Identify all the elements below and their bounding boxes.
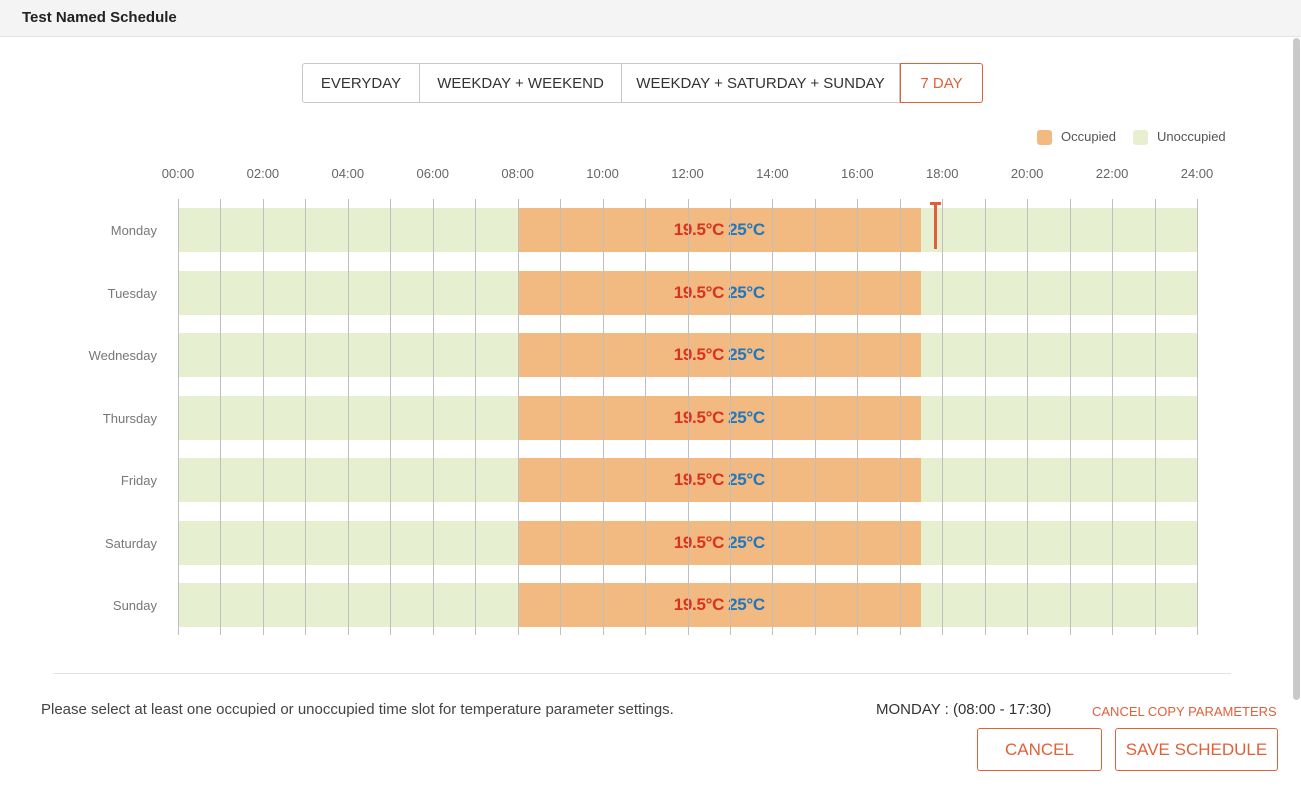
time-axis-label: 10:00 — [586, 166, 619, 181]
mode-weekday-saturday-sunday-button[interactable]: WEEKDAY + SATURDAY + SUNDAY — [622, 63, 900, 103]
time-axis-label: 20:00 — [1010, 166, 1044, 181]
current-time-marker-cap — [930, 202, 942, 205]
time-axis-label: 24:00 — [1180, 166, 1214, 181]
selected-slot-text: MONDAY : (08:00 - 17:30) — [876, 701, 1052, 718]
time-axis-label: 02:00 — [246, 166, 280, 181]
day-label-thursday: Thursday — [102, 410, 157, 426]
day-label-monday: Monday — [110, 223, 157, 238]
hour-gridline — [432, 199, 434, 635]
occupied-slot-thursday[interactable]: 19.5°C 25°C — [517, 395, 921, 440]
day-label-saturday: Saturday — [104, 535, 157, 551]
occupied-slot-friday[interactable]: 19.5°C 25°C — [517, 458, 921, 502]
hour-gridline — [1112, 199, 1114, 635]
save-schedule-button[interactable]: SAVE SCHEDULE — [1115, 728, 1278, 771]
hour-gridline — [475, 199, 477, 635]
hour-gridline — [1069, 199, 1071, 635]
footer-divider — [53, 673, 1231, 674]
hour-gridline — [984, 199, 986, 635]
hour-gridline — [390, 199, 392, 635]
heating-setpoint: 19.5°C — [673, 532, 725, 552]
heating-setpoint: 19.5°C — [673, 407, 725, 427]
hour-gridline — [517, 199, 519, 635]
mode-weekday-weekend-button[interactable]: WEEKDAY + WEEKEND — [420, 63, 622, 103]
hour-gridline — [857, 199, 859, 635]
time-axis-label: 06:00 — [416, 166, 450, 181]
legend-unoccupied-label: Unoccupied — [1157, 129, 1226, 144]
cooling-setpoint: 25°C — [728, 595, 765, 614]
time-axis-label: 12:00 — [671, 166, 704, 181]
instruction-text: Please select at least one occupied or u… — [41, 701, 674, 718]
hour-gridline — [645, 199, 647, 635]
hour-gridline — [602, 199, 604, 635]
day-label-sunday: Sunday — [112, 598, 157, 613]
hour-gridline — [729, 199, 731, 635]
hour-gridline — [178, 199, 179, 635]
cooling-setpoint: 25°C — [728, 407, 765, 427]
hour-gridline — [262, 199, 264, 635]
hour-gridline — [899, 199, 901, 635]
schedule-mode-selector: EVERYDAY WEEKDAY + WEEKEND WEEKDAY + SAT… — [302, 63, 983, 103]
hour-gridline — [1154, 199, 1156, 635]
heating-setpoint: 19.5°C — [673, 220, 725, 239]
legend-occupied-label: Occupied — [1061, 129, 1116, 144]
hour-gridline — [1197, 199, 1198, 635]
cancel-button[interactable]: CANCEL — [977, 728, 1102, 771]
hour-gridline — [347, 199, 349, 635]
time-axis-label: 22:00 — [1095, 166, 1129, 181]
day-label-friday: Friday — [120, 473, 157, 488]
time-axis-label: 16:00 — [841, 166, 874, 181]
day-label-tuesday: Tuesday — [107, 285, 157, 301]
window-title: Test Named Schedule — [22, 9, 177, 26]
hour-gridline — [814, 199, 816, 635]
occupied-slot-monday[interactable]: 19.5°C 25°C — [517, 208, 921, 252]
hour-gridline — [942, 199, 944, 635]
hour-gridline — [687, 199, 689, 635]
vertical-scrollbar[interactable] — [1293, 38, 1300, 700]
time-axis-label: 14:00 — [756, 166, 789, 181]
time-axis-label: 04:00 — [331, 166, 365, 181]
cooling-setpoint: 25°C — [728, 282, 765, 302]
hour-gridline — [560, 199, 562, 635]
time-axis-label: 08:00 — [501, 166, 534, 181]
time-axis-label: 00:00 — [161, 166, 195, 181]
occupied-slot-tuesday[interactable]: 19.5°C 25°C — [517, 270, 921, 315]
occupied-slot-sunday[interactable]: 19.5°C 25°C — [517, 583, 921, 627]
time-axis-label: 18:00 — [925, 166, 959, 181]
hour-gridline — [1027, 199, 1029, 635]
hour-gridline — [772, 199, 774, 635]
cooling-setpoint: 25°C — [728, 220, 765, 239]
title-bar: Test Named Schedule — [0, 0, 1301, 37]
legend-unoccupied-swatch — [1133, 130, 1148, 145]
legend-occupied-swatch — [1037, 130, 1052, 145]
heating-setpoint: 19.5°C — [673, 345, 725, 364]
mode-7-day-button[interactable]: 7 DAY — [900, 63, 983, 103]
cooling-setpoint: 25°C — [728, 345, 765, 364]
hour-gridline — [305, 199, 307, 635]
heating-setpoint: 19.5°C — [673, 595, 725, 614]
cancel-copy-parameters-link[interactable]: CANCEL COPY PARAMETERS — [1092, 704, 1277, 719]
occupied-slot-wednesday[interactable]: 19.5°C 25°C — [517, 333, 921, 377]
mode-everyday-button[interactable]: EVERYDAY — [302, 63, 420, 103]
day-label-wednesday: Wednesday — [88, 348, 157, 363]
hour-gridline — [220, 199, 222, 635]
heating-setpoint: 19.5°C — [673, 470, 725, 489]
heating-setpoint: 19.5°C — [673, 282, 725, 302]
cooling-setpoint: 25°C — [728, 532, 765, 552]
occupied-slot-saturday[interactable]: 19.5°C 25°C — [517, 520, 921, 565]
cooling-setpoint: 25°C — [728, 470, 765, 489]
current-time-marker[interactable] — [934, 203, 938, 249]
